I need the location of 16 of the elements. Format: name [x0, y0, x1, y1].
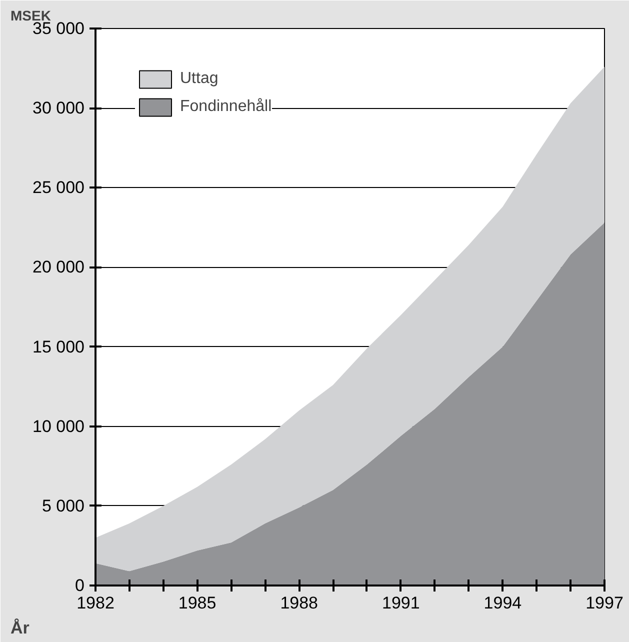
y-tick-label: 25 000 [32, 178, 85, 198]
x-tick-label: 1991 [382, 594, 420, 612]
x-tick-label: 1997 [586, 594, 624, 612]
x-tick-label: 1994 [484, 594, 522, 612]
x-tick-label: 1985 [178, 594, 216, 612]
legend-label: Fondinnehåll [180, 98, 272, 116]
y-tick-label: 10 000 [32, 416, 85, 436]
legend-label: Uttag [180, 70, 218, 88]
y-tick-label: 20 000 [32, 258, 85, 277]
y-tick-label: 30 000 [32, 98, 85, 118]
x-tick-label: 1982 [76, 594, 114, 612]
y-tick-label: 5 000 [42, 496, 85, 516]
y-tick-label: 15 000 [32, 337, 85, 356]
x-axis-title: År [10, 618, 30, 638]
x-tick-label: 1988 [280, 594, 318, 612]
y-tick-label: 0 [75, 576, 85, 595]
